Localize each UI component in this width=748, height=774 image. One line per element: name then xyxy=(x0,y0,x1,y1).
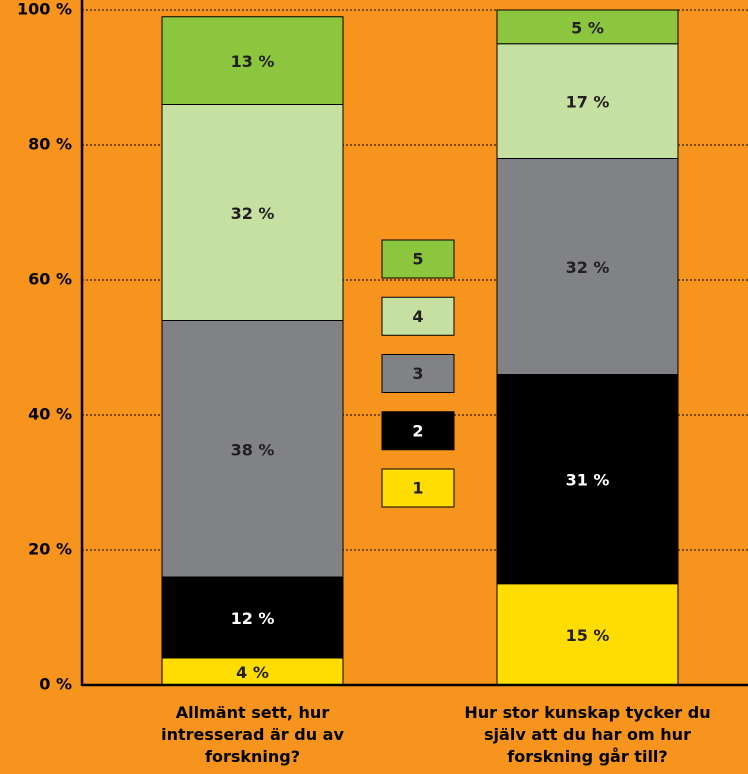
bar-segment xyxy=(496,9,679,45)
bar-segment xyxy=(161,657,344,686)
legend-swatch xyxy=(381,296,455,336)
x-tick-label: Hur stor kunskap tycker du själv att du … xyxy=(464,703,711,766)
y-tick-label: 80 % xyxy=(28,135,72,154)
x-tick-label: Allmänt sett, hur intresserad är du av f… xyxy=(161,703,344,766)
legend-swatch xyxy=(381,239,455,279)
value-label: 38 % xyxy=(231,440,275,459)
bar-segment xyxy=(496,374,679,585)
bar-segment xyxy=(496,158,679,375)
value-label: 32 % xyxy=(231,204,275,223)
legend-label: 4 xyxy=(412,307,423,326)
bar-segment xyxy=(161,320,344,578)
y-tick-label: 60 % xyxy=(28,270,72,289)
legend-swatch xyxy=(381,411,455,451)
legend-label: 2 xyxy=(412,421,423,440)
legend-swatch xyxy=(381,468,455,508)
legend-label: 1 xyxy=(412,479,423,498)
value-label: 15 % xyxy=(566,626,610,645)
value-label: 12 % xyxy=(231,609,275,628)
value-label: 13 % xyxy=(231,52,275,71)
x-tick-label-box: Allmänt sett, hur intresserad är du av f… xyxy=(161,703,344,766)
y-tick-label: 0 % xyxy=(39,675,72,694)
value-label: 4 % xyxy=(236,663,269,682)
legend-label: 3 xyxy=(412,364,423,383)
bar-segment xyxy=(161,576,344,659)
y-tick-label: 20 % xyxy=(28,540,72,559)
value-label: 32 % xyxy=(566,258,610,277)
value-label: 5 % xyxy=(571,18,604,37)
y-tick-label: 100 % xyxy=(17,0,72,19)
legend-swatch xyxy=(381,354,455,393)
bar-segment xyxy=(496,43,679,159)
value-label: 17 % xyxy=(566,93,610,112)
x-tick-label-box: Hur stor kunskap tycker du själv att du … xyxy=(464,703,711,766)
bar-segment xyxy=(161,16,344,105)
value-label: 31 % xyxy=(566,471,610,490)
y-tick-label: 40 % xyxy=(28,405,72,424)
legend-label: 5 xyxy=(412,250,423,269)
